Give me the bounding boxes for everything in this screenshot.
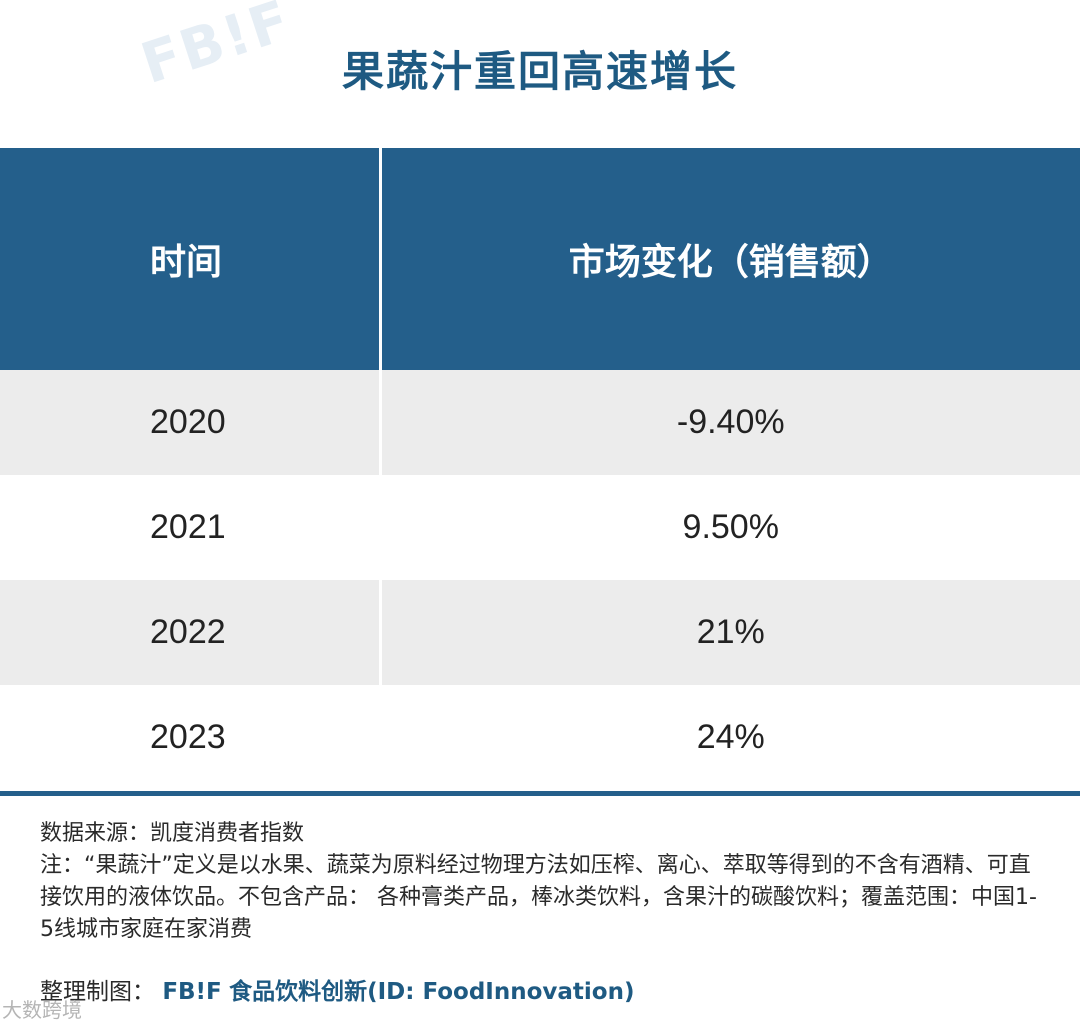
table-row: 2022 21% (0, 580, 1080, 685)
brand-logo-text: FB!F (162, 979, 222, 1005)
corner-watermark: 大数跨境 (2, 998, 82, 1022)
year-cell: 2021 (0, 475, 382, 580)
year-cell: 2023 (0, 685, 382, 790)
table-header-row: 时间 市场变化（销售额） (0, 148, 1080, 370)
table-row: 2021 9.50% (0, 475, 1080, 580)
publisher-name: 食品饮料创新(ID: FoodInnovation) (229, 979, 635, 1005)
data-table-container: 时间 市场变化（销售额） 2020 -9.40% 2021 9.50% 2022… (0, 148, 1080, 794)
chart-title: 果蔬汁重回高速增长 (341, 47, 738, 96)
data-table: 时间 市场变化（销售额） 2020 -9.40% 2021 9.50% 2022… (0, 148, 1080, 790)
table-bottom-rule (0, 791, 1080, 796)
table-row: 2023 24% (0, 685, 1080, 790)
credit-line: 整理制图： FB!F 食品饮料创新(ID: FoodInnovation) (40, 972, 634, 1006)
column-header-time: 时间 (0, 148, 382, 370)
value-cell: 21% (380, 580, 1080, 685)
column-header-market-change: 市场变化（销售额） (380, 148, 1080, 370)
year-cell: 2020 (0, 370, 382, 475)
value-cell: -9.40% (380, 370, 1080, 475)
value-cell: 9.50% (380, 475, 1080, 580)
notes-block: 数据来源：凯度消费者指数 注：“果蔬汁”定义是以水果、蔬菜为原料经过物理方法如压… (40, 818, 1050, 946)
source-note: 数据来源：凯度消费者指数 (40, 821, 305, 846)
definition-note: 注：“果蔬汁”定义是以水果、蔬菜为原料经过物理方法如压榨、离心、萃取等得到的不含… (40, 853, 1037, 942)
year-cell: 2022 (0, 580, 382, 685)
table-row: 2020 -9.40% (0, 370, 1080, 475)
value-cell: 24% (380, 685, 1080, 790)
credit-label: 整理制图： (40, 979, 155, 1005)
